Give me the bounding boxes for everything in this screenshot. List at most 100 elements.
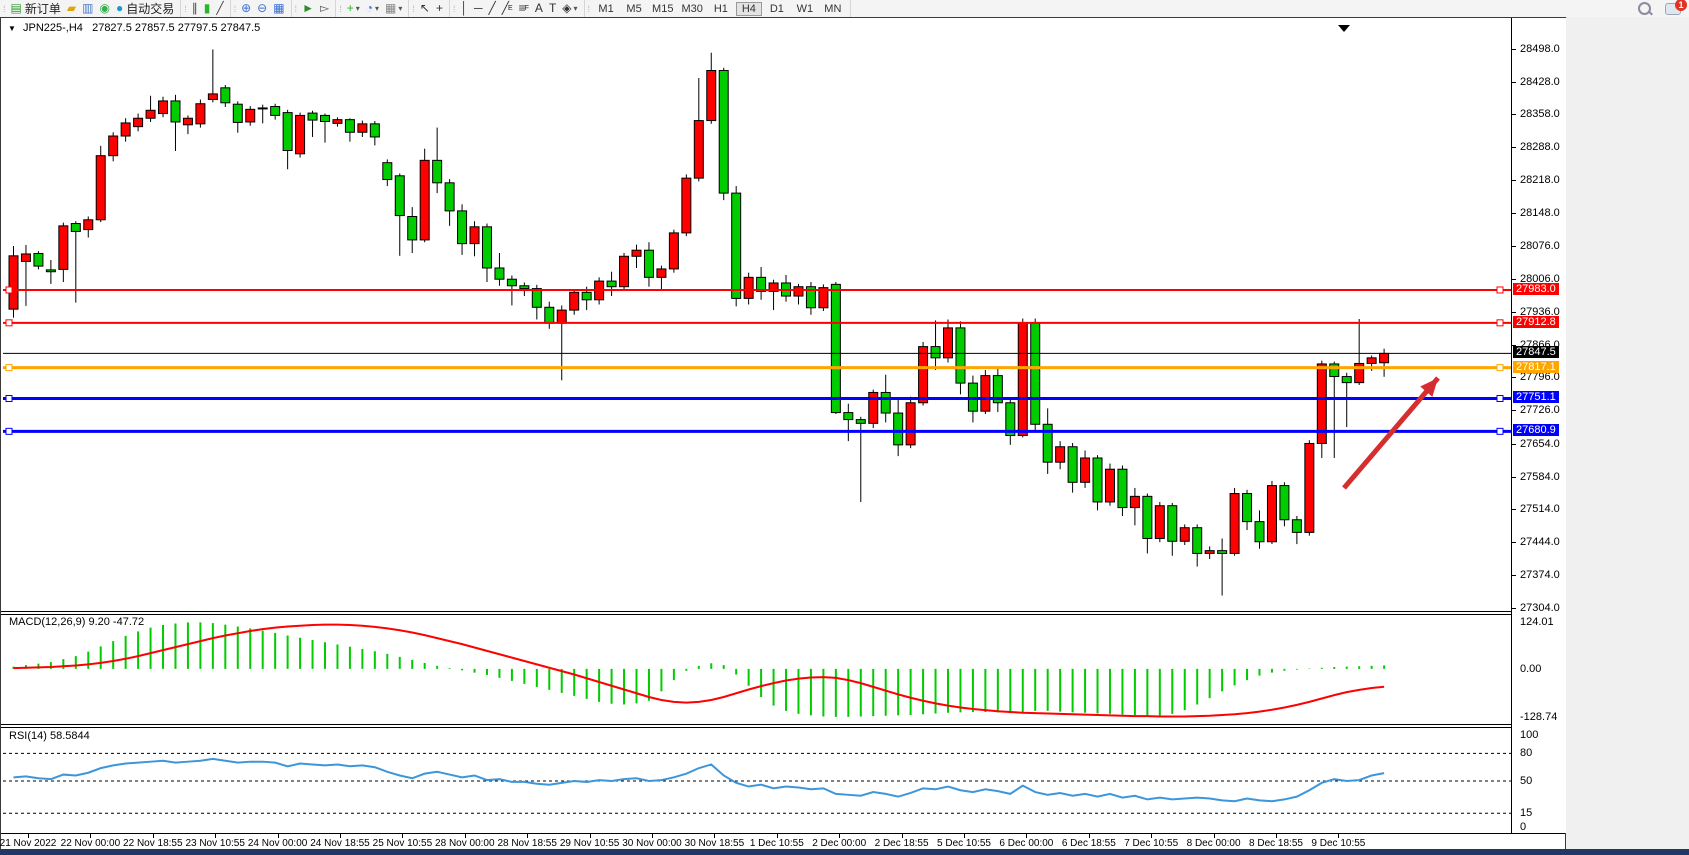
line-handle[interactable] xyxy=(1496,319,1504,327)
candle xyxy=(195,99,206,128)
trade-monitor-icon[interactable]: ▥ xyxy=(79,1,96,16)
candlestick-chart-icon[interactable]: ▮ xyxy=(201,1,214,16)
timeframe-w1[interactable]: W1 xyxy=(796,2,814,15)
main-price-chart[interactable] xyxy=(1,23,1511,611)
periods-button[interactable]: ◔ ▾ xyxy=(363,1,382,16)
notification-badge[interactable]: 1 xyxy=(1675,0,1687,11)
time-tick xyxy=(901,834,903,838)
price-axis[interactable]: 28498.0 28428.0 28358.0 28288.0 28218.0 28148… xyxy=(1511,18,1566,833)
price-tick xyxy=(1512,279,1516,281)
line-handle[interactable] xyxy=(1496,364,1504,372)
pane-separator[interactable] xyxy=(1,724,1565,728)
equidistant-channel-icon: ╱ xyxy=(501,1,509,15)
chart-shift-marker-icon[interactable] xyxy=(1338,25,1350,32)
trendline-icon[interactable]: ╱ xyxy=(485,1,498,16)
time-tick-label: 24 Nov 18:55 xyxy=(310,838,370,849)
chat-icon[interactable]: 1 xyxy=(1665,0,1687,15)
arrows-button[interactable]: ◈ ▾ xyxy=(559,1,580,16)
signals-icon[interactable]: ◉ xyxy=(96,1,112,16)
time-tick xyxy=(714,834,716,838)
timeframe-group: M1 M5 M15 M30 H1 H4 D1 W1 MN xyxy=(585,0,851,17)
time-tick-label: 8 Dec 00:00 xyxy=(1186,838,1241,849)
candle xyxy=(1254,510,1265,549)
line-handle[interactable] xyxy=(1496,286,1504,294)
macd-indicator-pane[interactable] xyxy=(1,613,1511,724)
line-handle[interactable] xyxy=(1496,427,1504,435)
crosshair-icon[interactable]: + xyxy=(433,1,446,16)
line-handle[interactable] xyxy=(5,319,13,327)
candle xyxy=(943,319,953,363)
arrow-annotation[interactable] xyxy=(1342,376,1440,490)
horizontal-line-27751.1[interactable] xyxy=(3,394,1511,402)
tile-windows-icon[interactable]: ▦ xyxy=(270,1,287,16)
horizontal-line-icon[interactable]: ─ xyxy=(471,1,486,16)
time-tick xyxy=(277,834,279,838)
templates-button[interactable]: ▦ ▾ xyxy=(382,1,405,16)
time-tick-label: 28 Nov 18:55 xyxy=(497,838,557,849)
dropdown-caret-icon[interactable]: ▾ xyxy=(374,4,379,13)
timeframe-h1[interactable]: H1 xyxy=(713,2,728,15)
line-handle[interactable] xyxy=(5,394,13,402)
timeframe-mn[interactable]: MN xyxy=(824,2,842,15)
collapse-triangle-icon[interactable]: ▼ xyxy=(8,24,16,33)
zoom-in-icon[interactable]: ⊕ xyxy=(238,1,254,16)
price-badge-27817.1: 27817.1 xyxy=(1513,360,1559,373)
cursor-icon[interactable]: ↖ xyxy=(417,1,433,16)
zoom-out-icon[interactable]: ⊖ xyxy=(254,1,270,16)
line-handle[interactable] xyxy=(5,286,13,294)
time-tick-label: 23 Nov 10:55 xyxy=(185,838,245,849)
candle xyxy=(320,113,330,143)
chart-shift-icon[interactable]: ▻ xyxy=(317,1,332,16)
price-tick xyxy=(1512,180,1516,181)
timeframe-m5[interactable]: M5 xyxy=(626,2,642,15)
bar-chart-icon[interactable]: ∥ xyxy=(189,1,201,16)
candle xyxy=(930,320,941,370)
candle xyxy=(45,260,56,284)
candle xyxy=(182,115,193,135)
text-label-icon[interactable]: T xyxy=(546,1,559,16)
time-axis[interactable]: 21 Nov 2022 22 Nov 00:00 22 Nov 18:55 23 No… xyxy=(0,833,1565,850)
autotrading-button[interactable]: ● 自动交易 xyxy=(113,1,177,16)
horizontal-line-27912.8[interactable] xyxy=(3,319,1511,327)
timeframe-h4[interactable]: H4 xyxy=(735,1,762,16)
search-icon[interactable] xyxy=(1638,2,1651,15)
candle xyxy=(469,221,480,257)
pane-separator[interactable] xyxy=(1,611,1565,615)
text-icon[interactable]: A xyxy=(532,1,546,16)
timeframe-d1[interactable]: D1 xyxy=(769,2,784,15)
trade-monitor-icon: ▥ xyxy=(82,1,94,15)
equidistant-channel-icon[interactable]: ╱ E xyxy=(501,1,513,15)
line-handle[interactable] xyxy=(1496,394,1504,402)
candle xyxy=(855,416,866,502)
candle xyxy=(419,148,430,243)
vertical-line-icon[interactable]: │ xyxy=(457,1,471,16)
candle xyxy=(656,265,667,290)
new-order-button[interactable]: ▤新订单 xyxy=(8,1,64,16)
price-tick xyxy=(1512,607,1516,609)
dropdown-caret-icon[interactable]: ▾ xyxy=(573,4,578,13)
gold-bars-icon[interactable]: ▰ xyxy=(64,1,79,16)
horizontal-line-27983.0[interactable] xyxy=(3,286,1511,294)
fibonacci-icon[interactable]: ≡ F xyxy=(518,1,529,15)
timeframe-m15[interactable]: M15 xyxy=(652,2,674,15)
rsi-indicator-pane[interactable] xyxy=(1,727,1511,833)
timeframe-m1[interactable]: M1 xyxy=(598,2,614,15)
horizontal-line-27817.1[interactable] xyxy=(3,364,1511,372)
gold-bars-icon: ▰ xyxy=(66,1,77,15)
auto-scroll-icon[interactable]: ► xyxy=(299,1,317,16)
candle xyxy=(619,253,630,291)
horizontal-line-27680.9[interactable] xyxy=(3,427,1511,435)
chart-window[interactable]: ▼ JPN225-,H4 27827.5 27857.5 27797.5 278… xyxy=(0,17,1566,850)
timeframe-m30[interactable]: M30 xyxy=(681,2,703,15)
candle xyxy=(481,223,492,283)
line-handle[interactable] xyxy=(5,364,13,372)
candle xyxy=(1042,408,1053,474)
indicators-button[interactable]: +▾ xyxy=(344,1,363,16)
line-chart-icon[interactable]: ╱ xyxy=(213,1,226,16)
line-handle[interactable] xyxy=(5,427,13,435)
ohlc-readout: 27827.5 27857.5 27797.5 27847.5 xyxy=(92,22,261,34)
macd-signal-line xyxy=(13,623,1385,718)
dropdown-caret-icon[interactable]: ▾ xyxy=(398,4,403,13)
dropdown-caret-icon[interactable]: ▾ xyxy=(355,4,360,13)
candle xyxy=(20,245,31,306)
